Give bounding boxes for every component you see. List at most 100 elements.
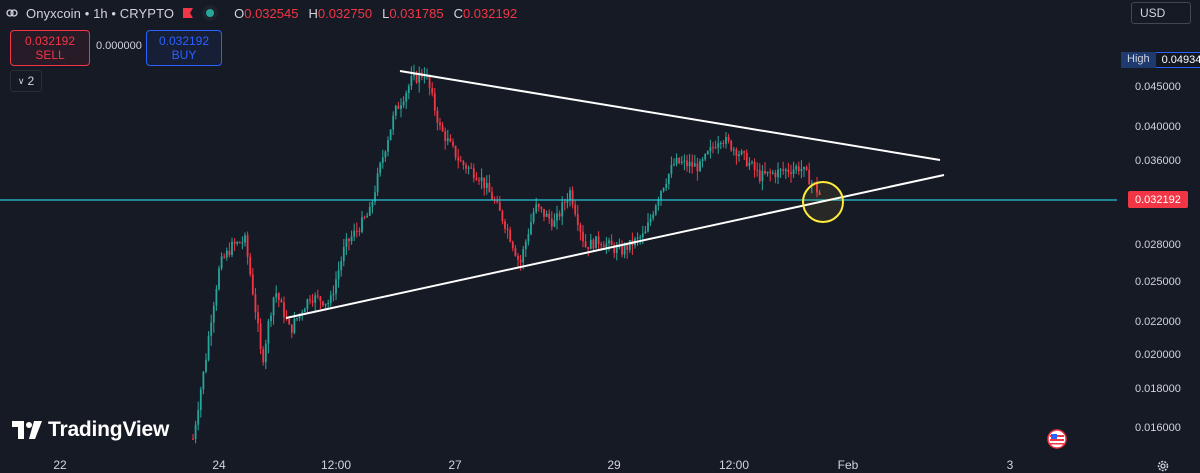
candle-body — [218, 268, 220, 290]
candle-body — [488, 182, 491, 193]
candle-body — [322, 301, 324, 306]
candle-body — [725, 137, 727, 144]
tradingview-logo[interactable]: TradingView — [12, 418, 169, 442]
candle-body — [800, 169, 803, 172]
candle-body — [517, 255, 519, 260]
candle-body — [675, 157, 678, 164]
candle-body — [636, 237, 639, 239]
symbol-title[interactable]: Onyxcoin • 1h • CRYPTO — [26, 5, 175, 21]
brand-name: TradingView — [48, 418, 170, 441]
candle-body — [342, 247, 345, 262]
candle-body — [311, 300, 314, 303]
candle-body — [428, 75, 431, 89]
sell-button[interactable]: 0.032192 SELL — [10, 30, 90, 66]
candle-body — [485, 182, 488, 188]
candle-body — [584, 241, 587, 248]
candle-body — [418, 72, 421, 83]
candle-body — [462, 161, 465, 165]
currency-select[interactable]: USD — [1131, 2, 1191, 24]
time-tick: 12:00 — [718, 458, 750, 472]
candle-body — [670, 164, 673, 174]
candle-body — [709, 146, 712, 152]
candle-body — [444, 131, 447, 141]
candle-body — [309, 299, 311, 301]
candle-body — [693, 163, 696, 167]
candle-body — [465, 164, 467, 169]
candle-body — [441, 125, 444, 132]
candle-body — [394, 105, 397, 116]
candle-body — [402, 101, 405, 106]
candle-body — [761, 170, 764, 182]
candle-body — [680, 161, 683, 164]
price-tick: 0.016000 — [1135, 422, 1181, 434]
candle-body — [433, 93, 436, 111]
candle-body — [735, 149, 738, 156]
candle-body — [626, 245, 629, 250]
candle-body — [662, 187, 665, 192]
candle-body — [233, 241, 236, 244]
candle-body — [436, 110, 439, 123]
candle-body — [751, 161, 753, 163]
candle-body — [532, 211, 535, 223]
candle-body — [639, 237, 642, 239]
high-marker-label: High — [1121, 52, 1156, 68]
candle-body — [738, 154, 740, 156]
candle-body — [319, 296, 322, 302]
candle-body — [452, 141, 454, 146]
candle-body — [563, 202, 566, 204]
price-axis[interactable]: 0.045000 0.040000 0.036000 0.028000 0.025000… — [1117, 0, 1200, 473]
highlight-circle[interactable] — [802, 181, 844, 223]
chevron-down-icon: ∨ — [17, 75, 25, 86]
buy-label: BUY — [171, 48, 197, 62]
upper-trendline[interactable] — [399, 70, 941, 161]
candle-body — [223, 256, 226, 258]
candle-body — [290, 324, 293, 333]
candle-body — [329, 295, 332, 304]
market-status-icon[interactable] — [202, 5, 219, 21]
candle-body — [259, 323, 262, 350]
candle-body — [522, 249, 525, 263]
candle-body — [363, 217, 366, 219]
candle-body — [361, 217, 363, 232]
ohlc-values: O0.032545 H0.032750 L0.031785 C0.032192 — [234, 6, 517, 21]
price-tick: 0.028000 — [1135, 239, 1181, 251]
candle-body — [623, 245, 626, 255]
tradingview-icon — [12, 421, 42, 439]
spread-value: 0.000000 — [96, 40, 142, 52]
candle-body — [527, 234, 530, 242]
candle-body — [192, 438, 194, 440]
candle-body — [792, 169, 795, 174]
candle-body — [387, 140, 389, 152]
candle-body — [501, 210, 504, 222]
candle-body — [727, 137, 730, 141]
time-axis[interactable]: 22 24 12:00 27 29 12:00 Feb 3 — [0, 455, 1120, 473]
flag-icon[interactable] — [182, 7, 194, 19]
gear-icon[interactable] — [1156, 459, 1170, 473]
price-chart[interactable] — [0, 0, 1117, 455]
candle-body — [795, 166, 798, 170]
candle-body — [665, 183, 668, 188]
lower-trendline[interactable] — [285, 174, 945, 319]
candle-body — [194, 424, 197, 439]
candle-body — [210, 322, 213, 336]
symbol-logo-icon — [6, 9, 18, 17]
indicators-toggle[interactable]: ∨ 2 — [10, 70, 42, 92]
candle-body — [205, 359, 207, 372]
candle-body — [397, 105, 400, 109]
candle-body — [654, 205, 657, 215]
buy-price: 0.032192 — [158, 34, 210, 48]
candle-body — [431, 88, 434, 94]
candle-body — [808, 169, 811, 185]
candle-body — [699, 161, 701, 172]
candle-body — [706, 151, 709, 154]
buy-button[interactable]: 0.032192 BUY — [146, 30, 222, 66]
candle-body — [647, 222, 649, 232]
us-flag-icon[interactable] — [1047, 429, 1067, 449]
candle-body — [423, 76, 426, 78]
time-tick: 12:00 — [320, 458, 352, 472]
candle-body — [381, 157, 384, 163]
time-tick: 22 — [53, 458, 67, 472]
candle-body — [818, 192, 821, 195]
candle-body — [475, 178, 478, 180]
candle-body — [758, 170, 761, 182]
